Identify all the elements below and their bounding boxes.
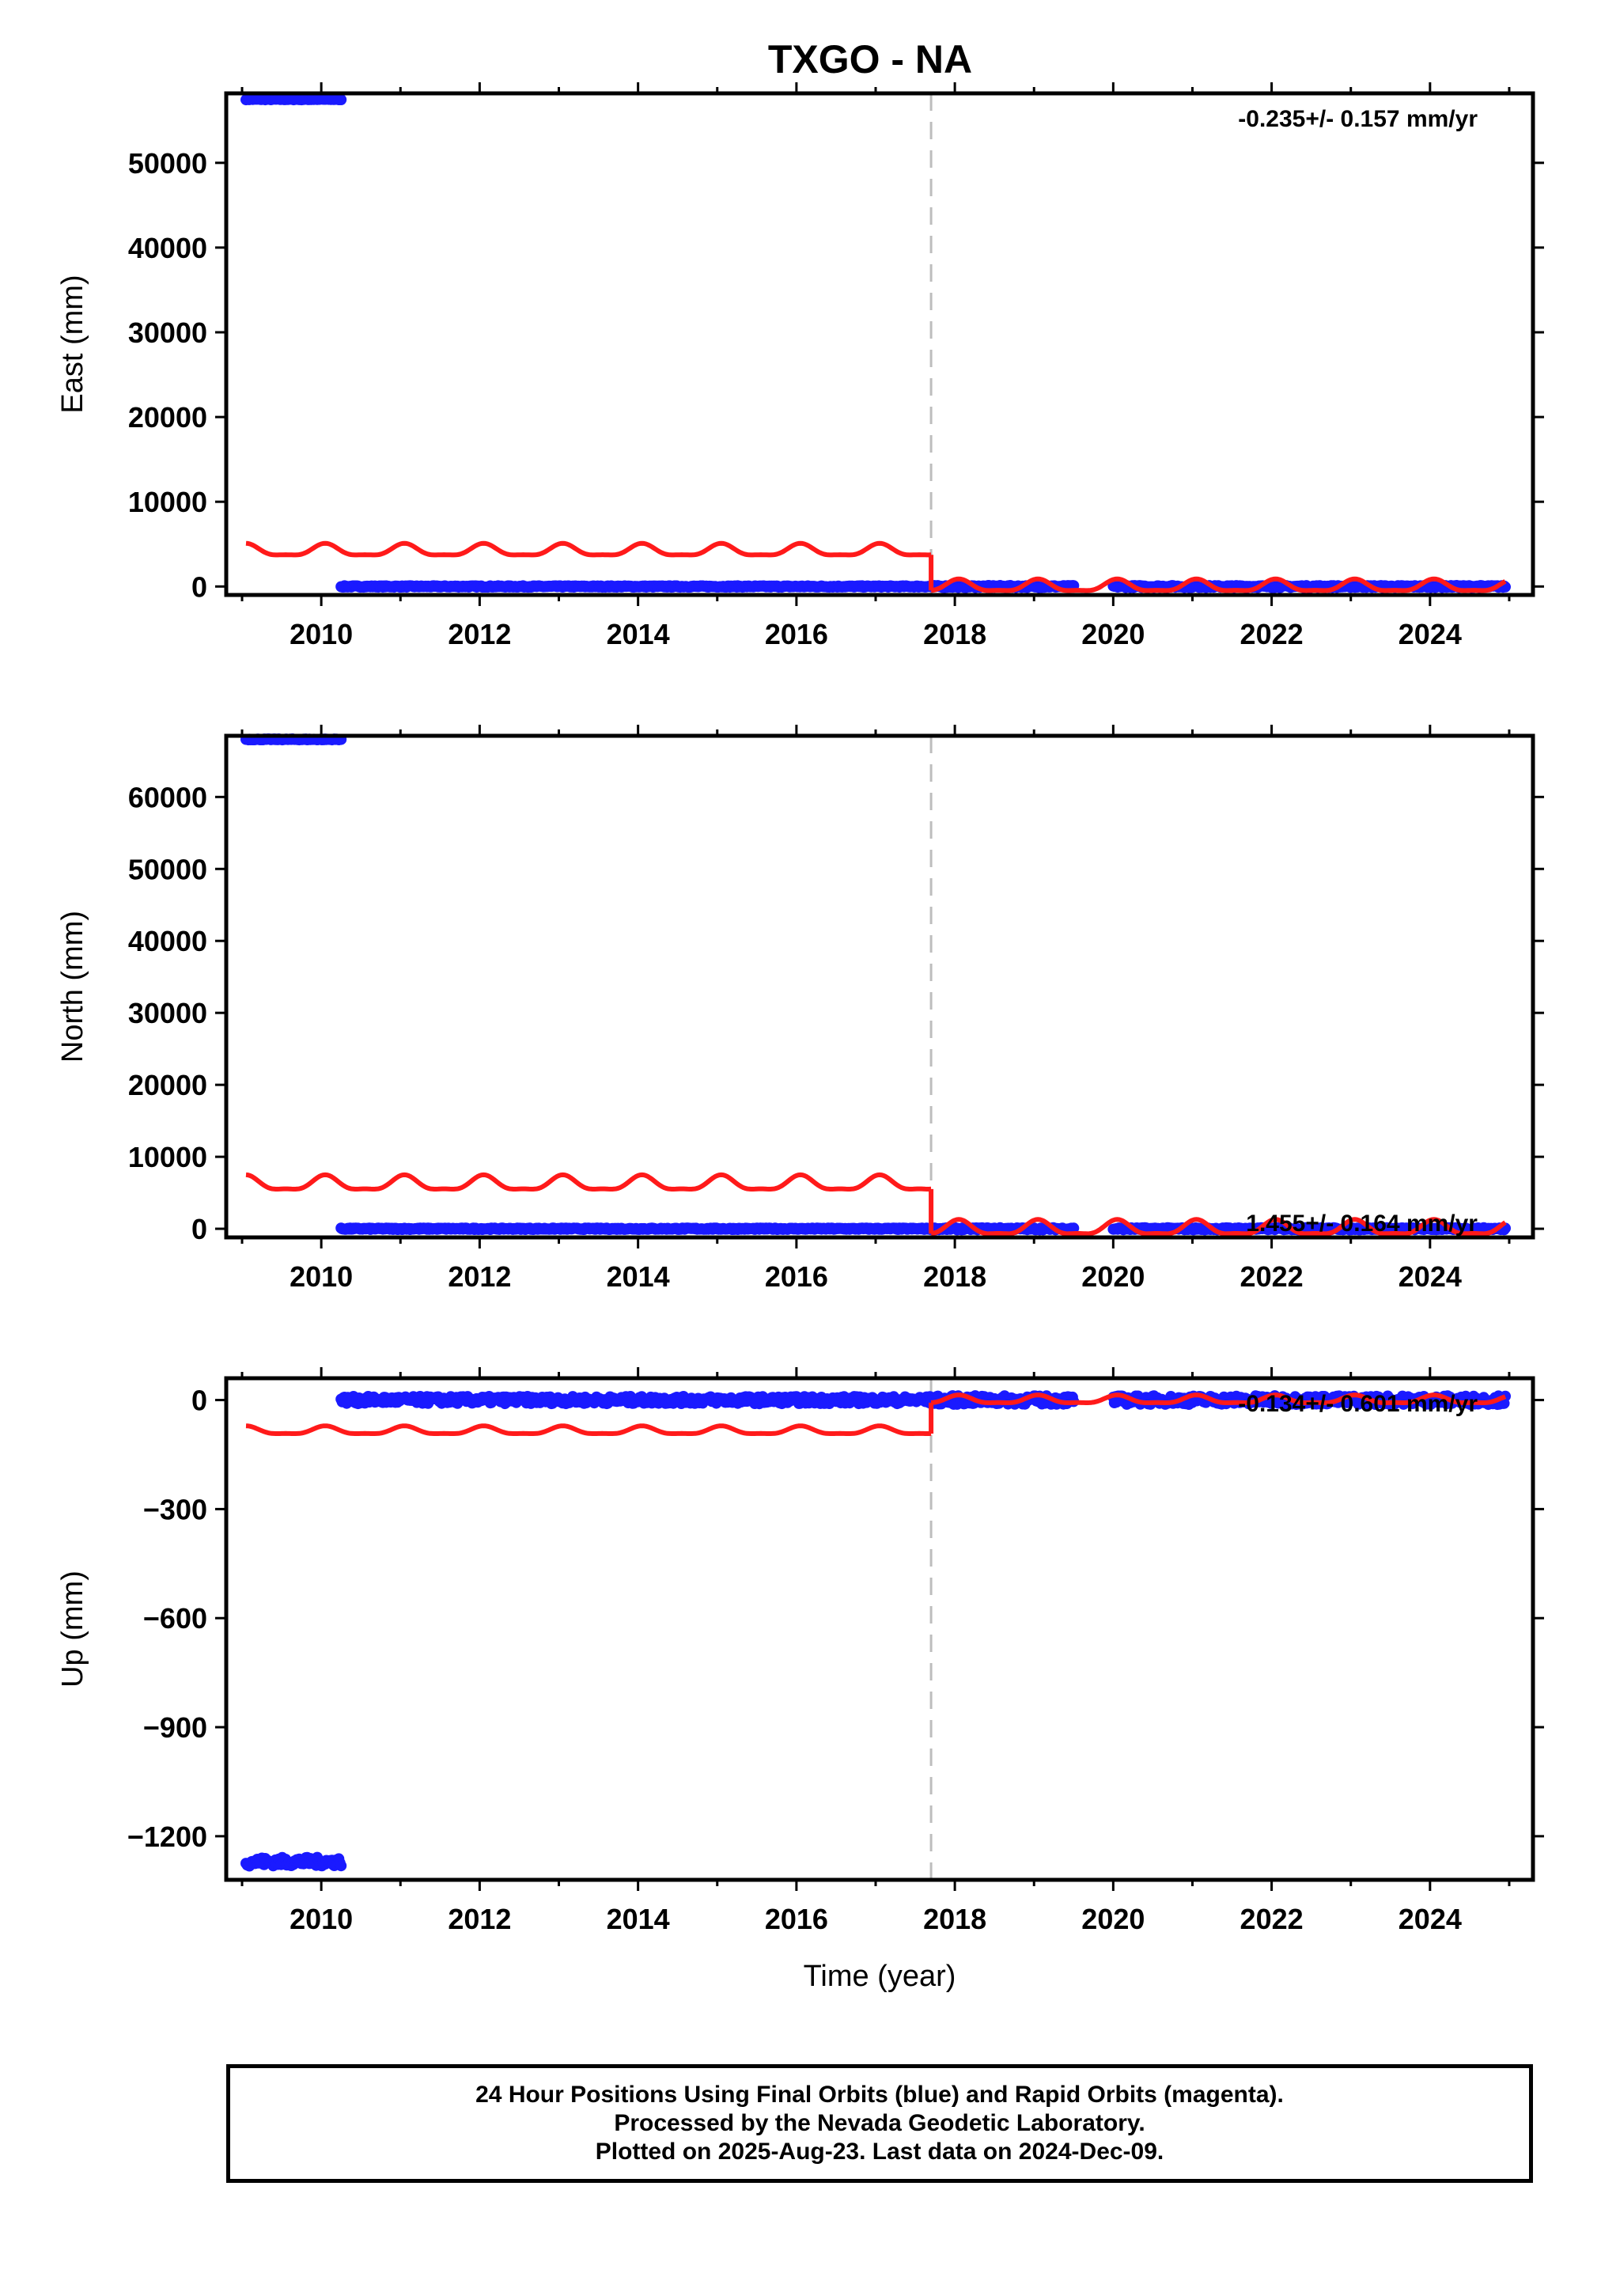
y-tick-label: 0	[191, 570, 207, 603]
y-tick-label: −1200	[127, 1821, 207, 1853]
x-tick-label: 2020	[1081, 1260, 1145, 1293]
x-tick-label: 2020	[1081, 618, 1145, 650]
x-tick-label: 2024	[1399, 1903, 1462, 1935]
model-curve	[930, 1217, 1507, 1237]
x-tick-label: 2022	[1240, 618, 1304, 650]
x-tick-label: 2018	[923, 618, 986, 650]
x-tick-label: 2016	[765, 1903, 828, 1935]
y-tick-label: 20000	[128, 401, 207, 434]
plot-frame	[224, 91, 1535, 597]
x-axis-label: Time (year)	[804, 1960, 956, 1993]
model-curve	[245, 1423, 932, 1436]
x-tick-label: 2018	[923, 1903, 986, 1935]
x-tick-label: 2010	[290, 618, 353, 650]
x-tick-label: 2012	[448, 1903, 511, 1935]
y-axis-label: East (mm)	[56, 275, 89, 413]
final-positions-segment	[335, 1391, 937, 1410]
x-tick-label: 2012	[448, 1260, 511, 1293]
y-axis-label: Up (mm)	[56, 1570, 89, 1688]
final-positions-segment	[240, 1851, 347, 1872]
position-point	[335, 94, 347, 105]
final-positions-segment	[240, 93, 347, 106]
y-tick-label: 10000	[128, 486, 207, 518]
velocity-label: 1.455+/- 0.164 mm/yr	[1246, 1211, 1478, 1237]
chart-title: TXGO - NA	[767, 37, 973, 81]
x-tick-label: 2010	[290, 1903, 353, 1935]
footer-line-2: Processed by the Nevada Geodetic Laborat…	[614, 2110, 1145, 2136]
y-tick-label: 60000	[128, 781, 207, 813]
y-tick-label: 50000	[128, 147, 207, 180]
position-point	[1068, 1222, 1080, 1234]
y-tick-label: 20000	[128, 1069, 207, 1101]
y-tick-label: 0	[191, 1385, 207, 1417]
x-tick-label: 2024	[1399, 618, 1462, 650]
x-tick-label: 2014	[607, 618, 670, 650]
y-tick-label: −900	[143, 1711, 207, 1744]
y-tick-label: 40000	[128, 925, 207, 957]
x-tick-label: 2010	[290, 1260, 353, 1293]
x-tick-label: 2020	[1081, 1903, 1145, 1935]
x-tick-label: 2022	[1240, 1260, 1304, 1293]
final-positions-segment	[335, 1222, 937, 1235]
x-tick-label: 2016	[765, 1260, 828, 1293]
x-tick-label: 2024	[1399, 1260, 1462, 1293]
footer-box: 24 Hour Positions Using Final Orbits (bl…	[226, 2064, 1533, 2183]
y-tick-label: 50000	[128, 853, 207, 885]
plot-frame	[224, 1376, 1535, 1882]
x-tick-label: 2016	[765, 618, 828, 650]
x-tick-label: 2012	[448, 618, 511, 650]
velocity-label: -0.134+/- 0.601 mm/yr	[1238, 1391, 1478, 1417]
model-curve	[245, 540, 932, 558]
y-tick-label: 30000	[128, 997, 207, 1029]
model-curve	[245, 1172, 932, 1192]
y-tick-label: −600	[143, 1602, 207, 1635]
y-tick-label: 30000	[128, 316, 207, 349]
x-tick-label: 2022	[1240, 1903, 1304, 1935]
y-tick-label: 40000	[128, 232, 207, 264]
plot-frame	[224, 733, 1535, 1240]
x-tick-label: 2018	[923, 1260, 986, 1293]
x-tick-label: 2014	[607, 1903, 670, 1935]
y-axis-label: North (mm)	[56, 911, 89, 1063]
velocity-label: -0.235+/- 0.157 mm/yr	[1238, 106, 1478, 132]
y-tick-label: 0	[191, 1213, 207, 1245]
y-tick-label: 10000	[128, 1141, 207, 1173]
model-curve	[930, 576, 1507, 593]
final-positions-segment	[335, 580, 937, 593]
footer-line-3: Plotted on 2025-Aug-23. Last data on 202…	[595, 2139, 1164, 2165]
y-tick-label: −300	[143, 1493, 207, 1525]
position-point	[335, 1860, 347, 1872]
x-tick-label: 2014	[607, 1260, 670, 1293]
time-series-plots: 2010 2012 2014 2016 2018 2020 2022 2024 0 10000 20…	[56, 82, 1544, 1993]
footer-line-1: 24 Hour Positions Using Final Orbits (bl…	[475, 2082, 1284, 2108]
